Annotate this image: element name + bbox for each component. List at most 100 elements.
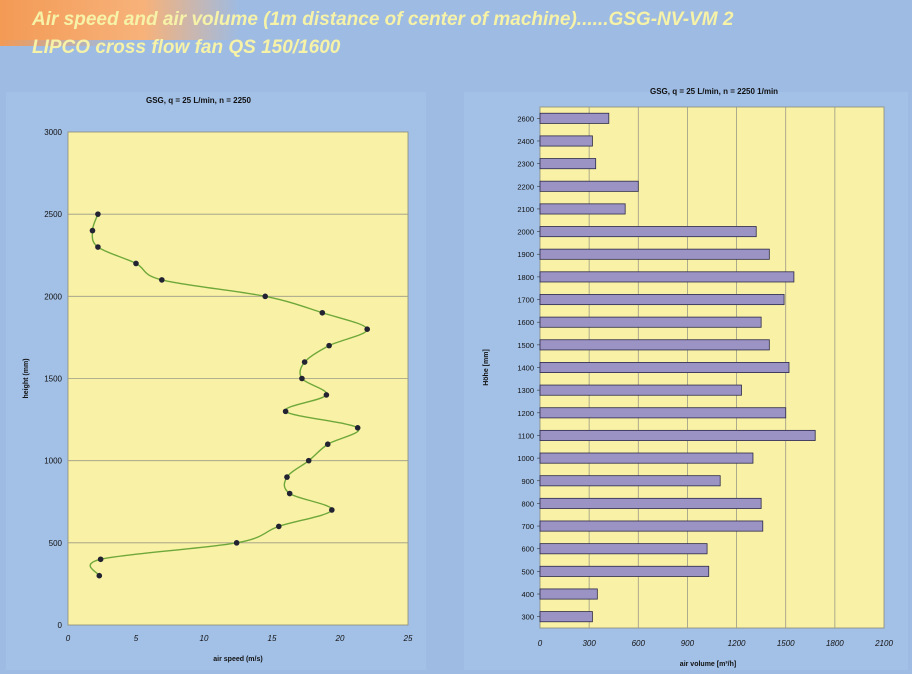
y-tick-label: 500 (49, 539, 63, 548)
bar (539, 362, 790, 373)
y-tick-label: 1900 (517, 250, 534, 259)
x-tick-label: 600 (632, 639, 646, 648)
data-point (354, 425, 361, 431)
bar (539, 180, 639, 192)
y-tick-label: 1200 (517, 409, 534, 418)
y-tick-label: 400 (521, 590, 534, 599)
bar (539, 611, 593, 623)
y-tick-label: 2000 (44, 292, 62, 301)
x-tick-label: 2100 (874, 639, 893, 648)
y-tick-label: 1400 (517, 364, 534, 373)
x-tick-label: 0 (538, 639, 543, 648)
bar (539, 203, 626, 215)
y-tick-label: 900 (521, 477, 534, 486)
y-tick-label: 1500 (517, 341, 534, 350)
bar (539, 135, 593, 147)
bar (539, 543, 708, 555)
data-point (299, 375, 305, 382)
air-speed-chart-panel: GSG, q = 25 L/min, n = 2250 0 500 1000 1500… (6, 92, 426, 670)
bar (539, 429, 816, 441)
bar (539, 565, 710, 577)
x-tick-label: 25 (403, 634, 413, 643)
bar (539, 497, 762, 509)
y-tick-label: 2200 (517, 182, 534, 191)
y-tick-label: 700 (521, 522, 534, 531)
bar (539, 316, 762, 328)
data-point (95, 211, 101, 217)
data-point (284, 474, 290, 480)
data-point (89, 227, 96, 234)
bar (539, 407, 787, 419)
y-tick-label: 500 (521, 567, 534, 576)
x-tick-label: 1200 (728, 639, 746, 648)
data-point (364, 326, 371, 332)
y-tick-label: 2100 (517, 205, 534, 214)
bar (539, 112, 610, 124)
y-tick-label: 2000 (517, 228, 534, 237)
x-tick-label: 1800 (826, 639, 844, 648)
y-tick-label: 2400 (517, 137, 534, 146)
data-point (326, 342, 332, 349)
slide-title-line2: LIPCO cross flow fan QS 150/1600 (32, 37, 341, 58)
x-tick-label: 10 (200, 634, 209, 643)
air-speed-chart-title: GSG, q = 25 L/min, n = 2250 (146, 96, 251, 105)
x-tick-label: 900 (681, 639, 695, 648)
x-axis-label: air volume [m³/h] (680, 661, 736, 668)
y-tick-label: 2600 (517, 114, 534, 123)
y-tick-label: 1800 (517, 273, 534, 282)
x-tick-label: 300 (582, 639, 596, 648)
slide-title-line1: Air speed and air volume (1m distance of… (32, 9, 734, 30)
bar (539, 226, 757, 238)
data-point (276, 523, 282, 530)
y-tick-label: 300 (521, 613, 534, 622)
y-tick-label: 1100 (518, 431, 534, 440)
data-point (324, 441, 331, 448)
x-tick-label: 1500 (777, 639, 795, 648)
bar (539, 384, 742, 396)
bar (539, 452, 754, 464)
header-accent (0, 0, 240, 40)
bar (539, 158, 597, 170)
data-point (95, 244, 101, 250)
y-axis-label: Höhe [mm] (483, 349, 490, 386)
data-point (319, 309, 326, 316)
bar (539, 271, 795, 283)
y-tick-label: 1600 (517, 318, 534, 327)
y-tick-label: 1000 (44, 457, 62, 466)
bar (539, 294, 785, 306)
x-tick-label: 0 (66, 634, 71, 643)
air-speed-chart: 0 500 1000 1500 2000 2500 3000 0 5 10 15 20 25 air sp… (23, 128, 413, 663)
data-point (305, 457, 312, 464)
data-point (282, 408, 289, 415)
y-tick-label: 1300 (517, 386, 534, 395)
bar (539, 475, 721, 487)
air-volume-chart: 0 300 600 900 1200 1500 1800 2100 300 400 500 600 70… (483, 106, 893, 668)
x-tick-label: 20 (335, 634, 345, 643)
data-point (329, 507, 335, 513)
y-tick-label: 1700 (517, 296, 534, 305)
y-tick-label: 1000 (517, 454, 534, 463)
y-tick-label: 2500 (44, 210, 62, 219)
y-tick-label: 600 (521, 545, 534, 554)
y-tick-label: 2300 (517, 160, 534, 169)
bar (539, 248, 770, 260)
air-volume-chart-title: GSG, q = 25 L/min, n = 2250 1/min (650, 87, 779, 96)
data-point (262, 293, 269, 300)
y-tick-label: 0 (58, 621, 63, 630)
data-point (286, 490, 293, 497)
data-point (133, 260, 139, 267)
x-axis-label: air speed (m/s) (213, 656, 262, 663)
y-tick-label: 1500 (44, 375, 62, 384)
data-point (159, 277, 165, 283)
x-tick-label: 5 (134, 634, 139, 643)
x-tick-label: 15 (268, 634, 277, 643)
bar (539, 339, 770, 351)
data-point (233, 540, 240, 546)
bar (539, 520, 764, 532)
data-point (323, 392, 330, 398)
y-tick-label: 800 (521, 499, 534, 508)
air-volume-chart-panel: GSG, q = 25 L/min, n = 2250 1/min 0 300 60… (464, 87, 908, 670)
data-point (96, 572, 103, 579)
data-point (97, 556, 104, 563)
data-point (301, 359, 308, 365)
